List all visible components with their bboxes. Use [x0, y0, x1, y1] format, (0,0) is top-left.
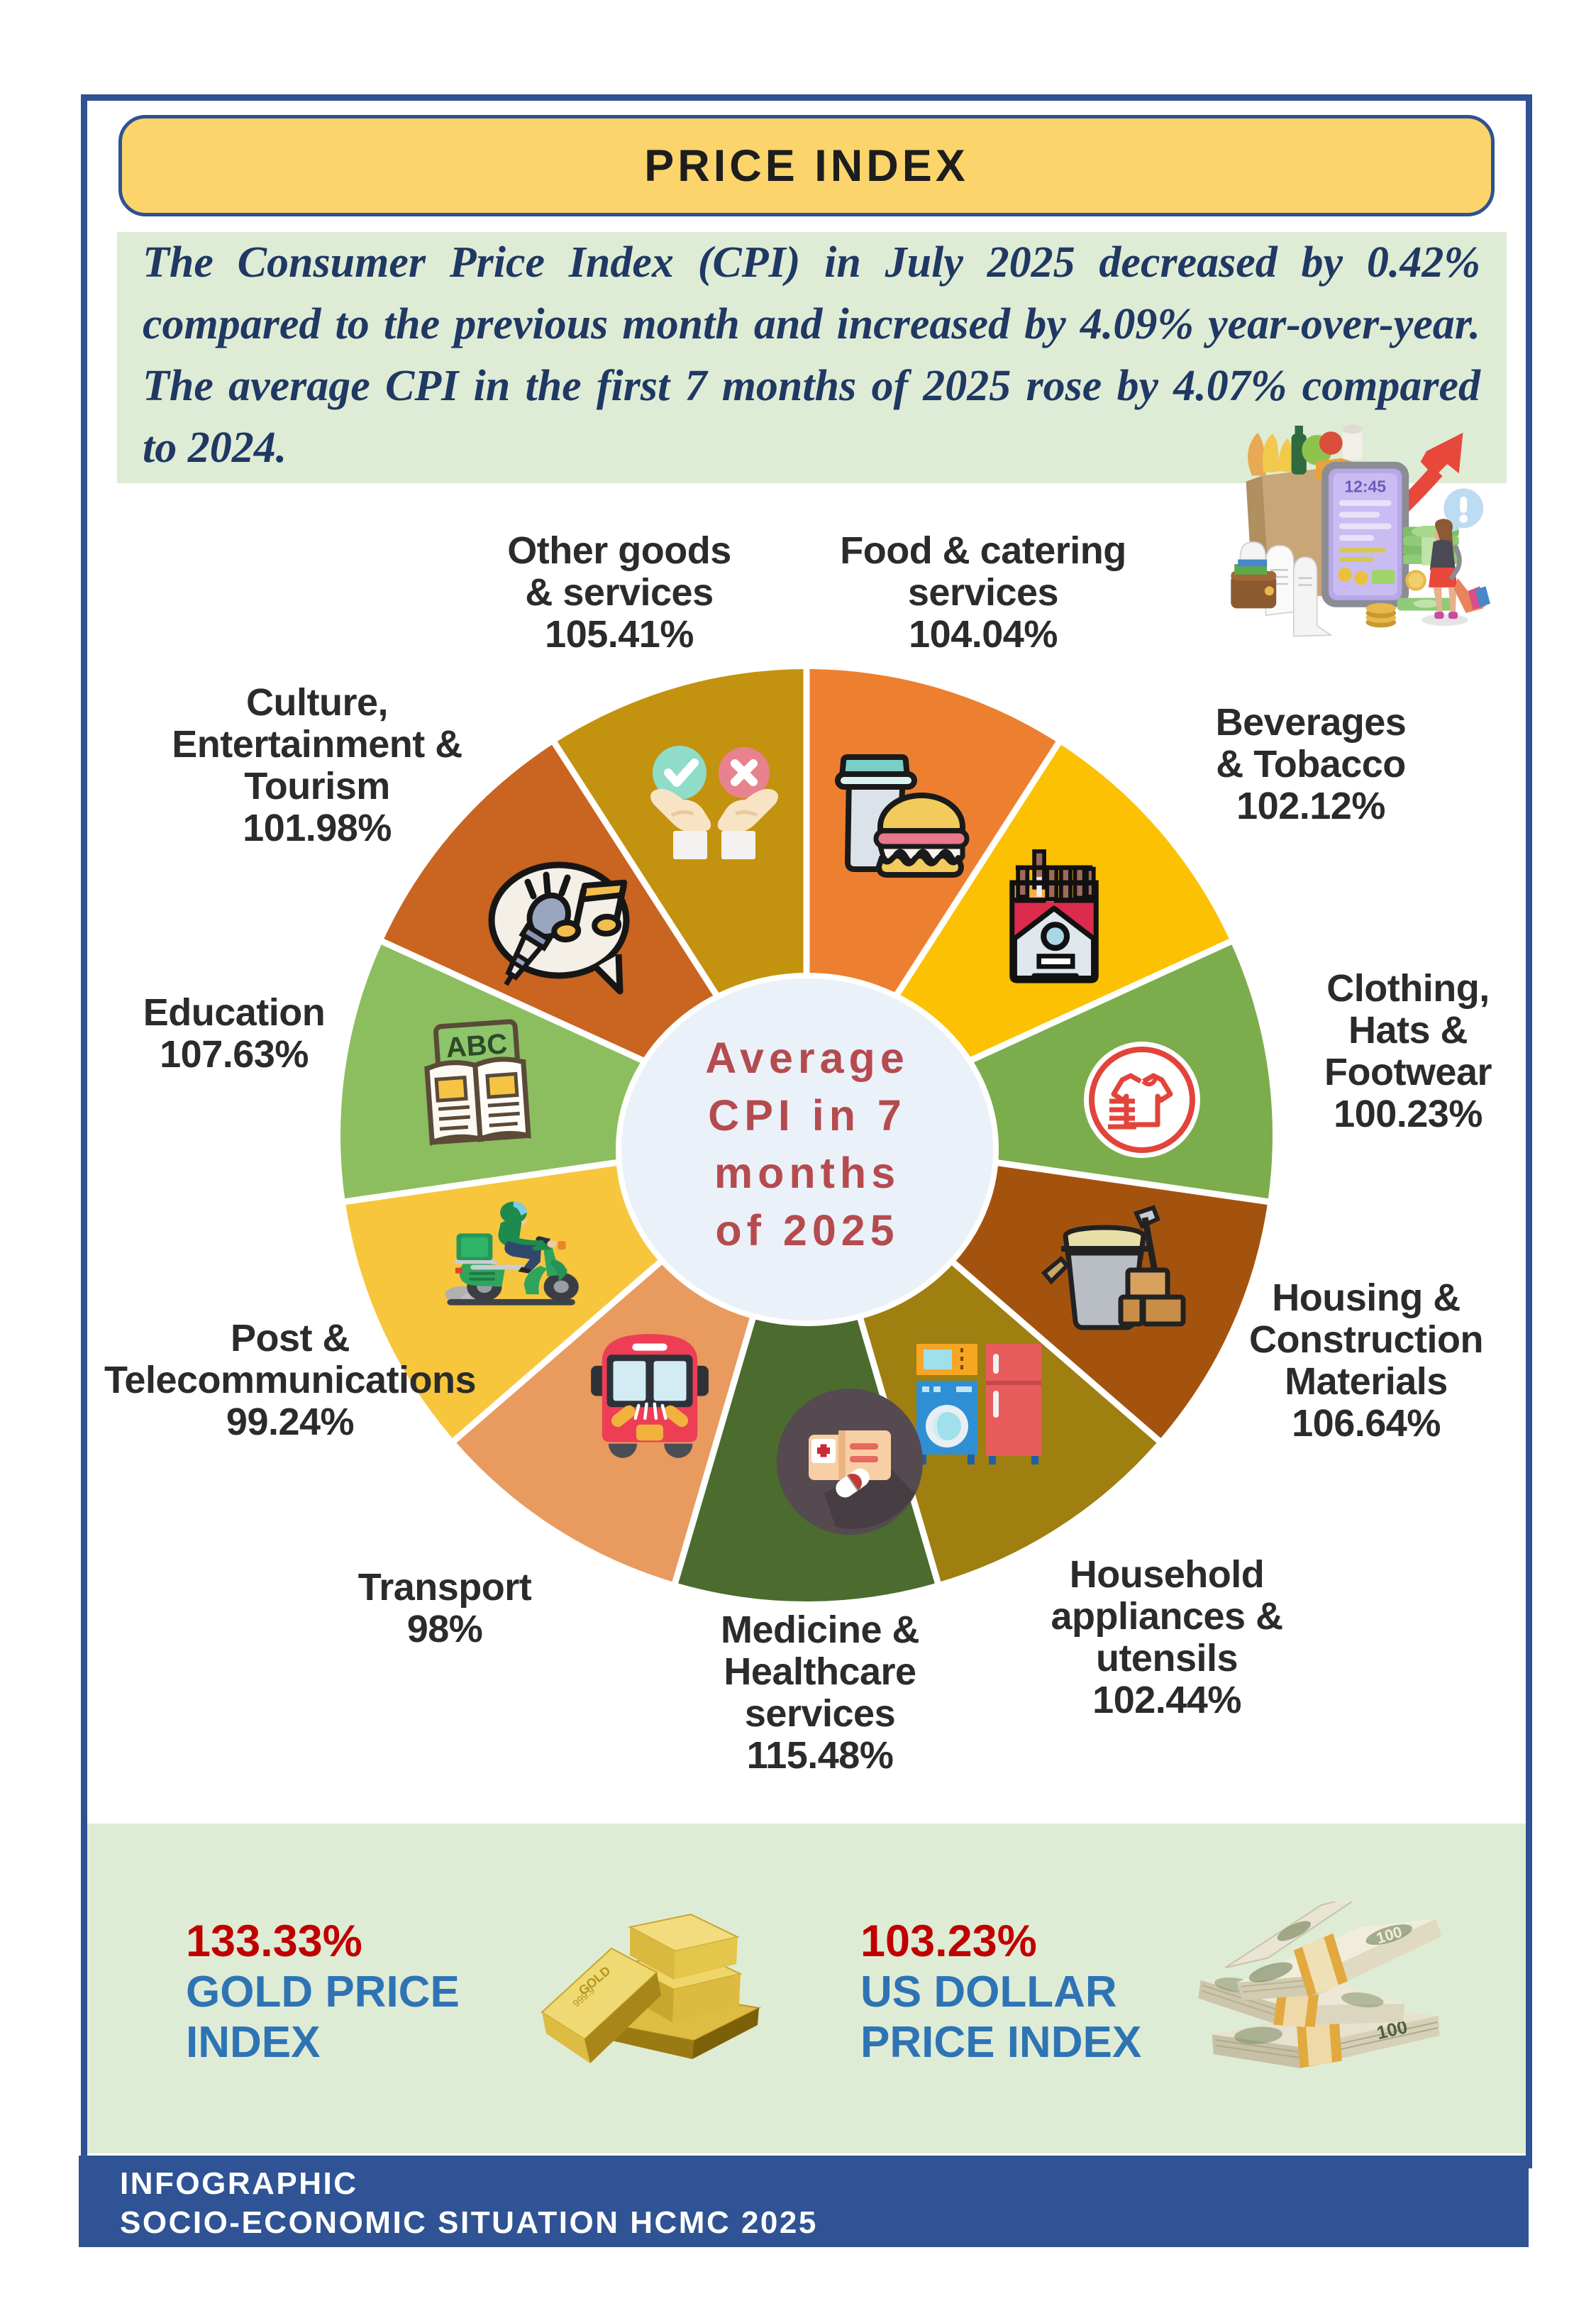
svg-text:12:45: 12:45 — [1344, 477, 1386, 495]
